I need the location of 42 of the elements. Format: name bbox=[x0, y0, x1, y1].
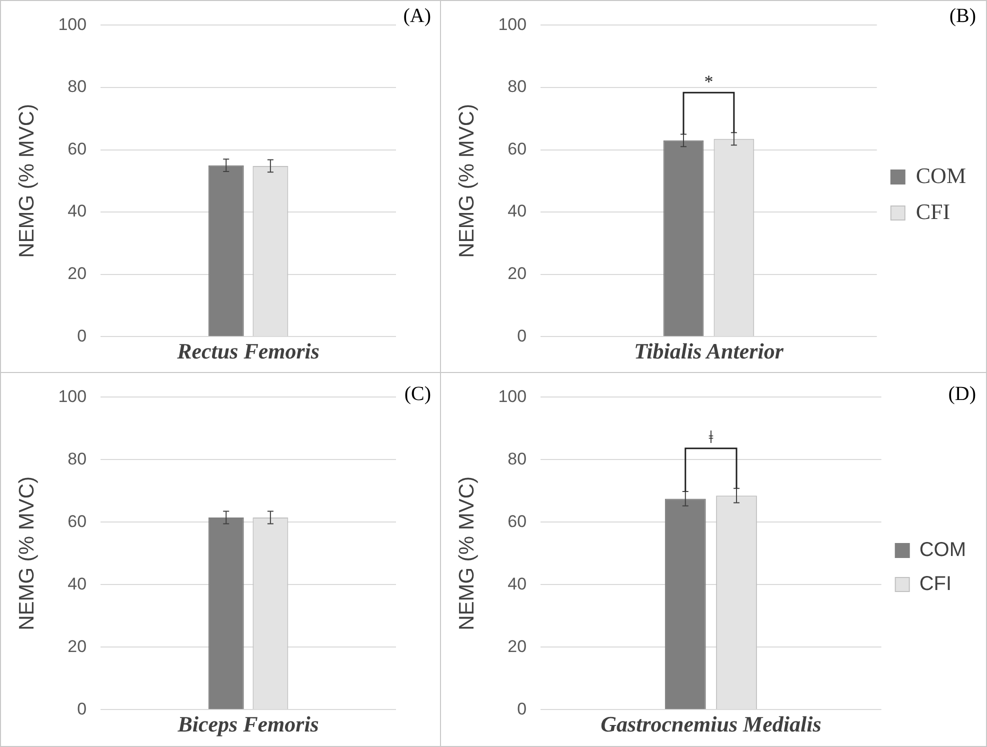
y-tick-label: 20 bbox=[68, 264, 87, 284]
legend-label: COM bbox=[919, 539, 966, 562]
y-tick-label: 40 bbox=[68, 574, 87, 594]
y-tick-label: 80 bbox=[508, 449, 527, 468]
y-tick-label: 100 bbox=[498, 386, 527, 406]
annotation: ǂ bbox=[708, 427, 714, 448]
y-tick-label: 0 bbox=[77, 326, 87, 346]
annotation: * bbox=[704, 71, 714, 92]
x-tick-label: Gastrocnemius Medialis bbox=[600, 711, 822, 736]
text: (A) bbox=[403, 5, 431, 28]
y-tick-label: 60 bbox=[68, 139, 87, 158]
y-tick-label: 40 bbox=[508, 202, 527, 221]
x-tick-label: Biceps Femoris bbox=[176, 711, 319, 736]
y-tick-label: 100 bbox=[498, 14, 527, 34]
y-tick-label: 80 bbox=[68, 77, 87, 96]
text: (C) bbox=[404, 383, 431, 406]
y-tick-label: 0 bbox=[77, 699, 87, 718]
y-tick-label: 60 bbox=[508, 139, 527, 158]
y-tick-label: 60 bbox=[68, 512, 87, 531]
y-tick-label: 100 bbox=[58, 386, 87, 406]
legend-label: COM bbox=[916, 162, 966, 188]
y-tick-label: 40 bbox=[508, 574, 527, 594]
legend-label: CFI bbox=[916, 198, 950, 224]
y-tick-label: 20 bbox=[508, 636, 527, 656]
y-tick-label: 80 bbox=[68, 449, 87, 468]
y-tick-label: 80 bbox=[508, 77, 527, 96]
y-tick-label: 100 bbox=[58, 14, 87, 34]
text: (B) bbox=[949, 5, 976, 28]
y-tick-label: 20 bbox=[508, 264, 527, 284]
y-tick-label: 0 bbox=[517, 326, 527, 346]
y-axis-title: NEMG (% MVC) bbox=[455, 104, 478, 258]
text: (D) bbox=[948, 383, 976, 406]
y-axis-title: NEMG (% MVC) bbox=[15, 104, 38, 258]
y-tick-label: 40 bbox=[68, 202, 87, 221]
x-tick-label: Rectus Femoris bbox=[176, 338, 320, 364]
y-tick-label: 0 bbox=[517, 699, 527, 718]
legend-label: CFI bbox=[919, 573, 952, 596]
x-tick-label: Tibialis Anterior bbox=[634, 338, 784, 364]
y-tick-label: 60 bbox=[508, 512, 527, 531]
y-axis-title: NEMG (% MVC) bbox=[455, 476, 478, 630]
y-axis-title: NEMG (% MVC) bbox=[15, 476, 38, 630]
y-tick-label: 20 bbox=[68, 636, 87, 656]
